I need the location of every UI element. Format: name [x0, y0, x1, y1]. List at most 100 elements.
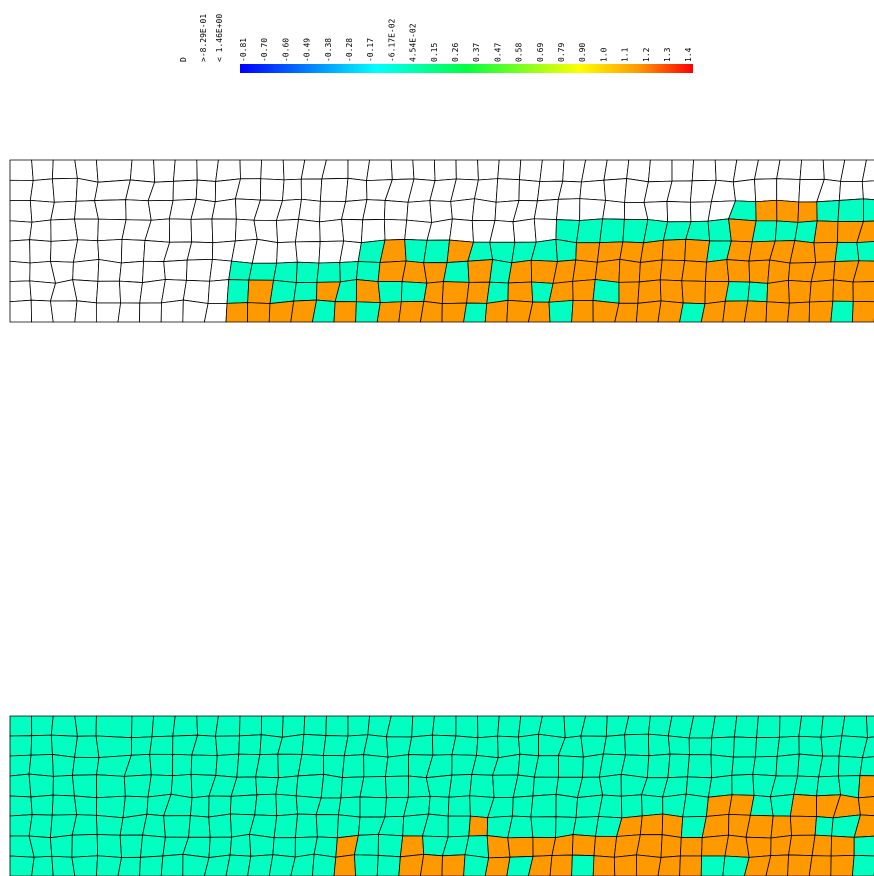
- mesh-cell: [688, 737, 713, 756]
- mesh-cell: [196, 715, 219, 737]
- mesh-cell: [377, 281, 403, 304]
- mesh-cell: [506, 855, 534, 876]
- mesh-cell: [684, 238, 711, 263]
- mesh-cell: [399, 835, 425, 858]
- mesh-cell: [260, 715, 284, 738]
- mesh-cell: [168, 218, 193, 243]
- mesh-cell: [433, 159, 457, 182]
- mesh-cell: [688, 715, 716, 739]
- mesh-cell: [297, 753, 325, 777]
- legend-level: -0.81: [239, 38, 248, 62]
- mesh-cell: [779, 715, 803, 738]
- mesh-cell: [774, 220, 799, 242]
- legend-level: 1.1: [621, 47, 630, 62]
- mesh-cell: [679, 855, 702, 876]
- mesh-cell: [139, 855, 164, 876]
- mesh-cell: [613, 854, 637, 876]
- mesh-cell: [281, 715, 306, 738]
- mesh-cell: [667, 753, 690, 779]
- mesh-cell: [614, 302, 639, 323]
- mesh-cell: [726, 259, 751, 283]
- color-bar: [240, 64, 693, 73]
- mesh-cell: [208, 813, 233, 838]
- mesh-cell: [355, 279, 381, 304]
- mesh-cell: [196, 159, 219, 182]
- mesh-cell: [341, 218, 364, 244]
- mesh-cell: [377, 833, 404, 858]
- mesh-cell: [798, 735, 824, 757]
- mesh-cell: [345, 177, 368, 202]
- mesh-cell: [749, 794, 774, 817]
- mesh-cell: [172, 753, 193, 777]
- mesh-cell: [731, 773, 755, 796]
- mesh-cell: [852, 260, 874, 283]
- mesh-cell: [743, 300, 768, 323]
- mesh-cell: [97, 259, 122, 282]
- mesh-cell: [484, 299, 509, 323]
- mesh-cell: [400, 281, 428, 303]
- mesh-cell: [353, 854, 379, 876]
- mesh-cell: [635, 300, 662, 323]
- mesh-cell: [322, 735, 349, 757]
- mesh-cell: [467, 259, 494, 283]
- mesh-cell: [407, 734, 434, 756]
- mesh-cell: [798, 715, 824, 738]
- mesh-cell: [710, 754, 734, 779]
- mesh-cell: [275, 775, 299, 797]
- legend-level: 1.0: [599, 47, 608, 62]
- mesh-cell: [294, 813, 318, 839]
- mesh-cell: [555, 219, 581, 244]
- mesh-cell: [579, 179, 606, 201]
- mesh-cell: [376, 301, 402, 323]
- mesh-cell: [620, 754, 650, 779]
- mesh-cell: [853, 814, 874, 838]
- mesh-cell: [681, 260, 708, 282]
- mesh-cell: [9, 735, 33, 757]
- mesh-cell: [119, 280, 143, 304]
- mesh-cell: [682, 793, 709, 818]
- mesh-cell: [571, 854, 595, 876]
- mesh-cell: [347, 715, 371, 737]
- mesh-cell: [572, 259, 598, 282]
- mesh-cell: [189, 795, 210, 818]
- mesh-cell: [818, 755, 840, 778]
- mesh-cell: [733, 736, 758, 758]
- mesh-cell: [401, 260, 428, 284]
- mesh-cell: [820, 715, 846, 738]
- mesh-cell: [530, 793, 557, 818]
- mesh-cell: [151, 715, 176, 738]
- mesh-cell: [620, 794, 643, 819]
- mesh-cell: [51, 159, 78, 180]
- mesh-cell: [129, 159, 156, 183]
- mesh-cell: [832, 279, 854, 302]
- mesh-cell: [72, 774, 98, 799]
- mesh-cell: [572, 279, 596, 301]
- mesh-cell: [659, 279, 684, 304]
- mesh-cell: [679, 837, 703, 857]
- mesh-cell: [142, 260, 166, 284]
- mesh-cell: [765, 854, 789, 876]
- mesh-cell: [624, 715, 651, 736]
- mesh-cell: [647, 733, 671, 757]
- mesh-cell: [722, 855, 750, 876]
- legend-level: 0.37: [472, 43, 481, 62]
- mesh-cell: [602, 199, 626, 220]
- mesh-cell: [797, 753, 824, 778]
- mesh-cell: [838, 755, 863, 777]
- mesh-cell: [9, 260, 31, 282]
- mesh-cell: [74, 300, 97, 323]
- mesh-cell: [707, 774, 733, 798]
- mesh-cell: [838, 180, 864, 201]
- mesh-cell: [830, 854, 855, 876]
- mesh-cell: [788, 834, 816, 857]
- mesh-cell: [71, 855, 99, 876]
- mesh-cell: [463, 302, 488, 323]
- mesh-cell: [865, 715, 874, 738]
- mesh-cell: [49, 834, 73, 858]
- mesh-cell: [530, 816, 557, 839]
- mesh-cell: [793, 775, 820, 797]
- mesh-cell: [322, 755, 345, 779]
- mesh-cell: [813, 220, 839, 244]
- mesh-cell: [71, 756, 100, 776]
